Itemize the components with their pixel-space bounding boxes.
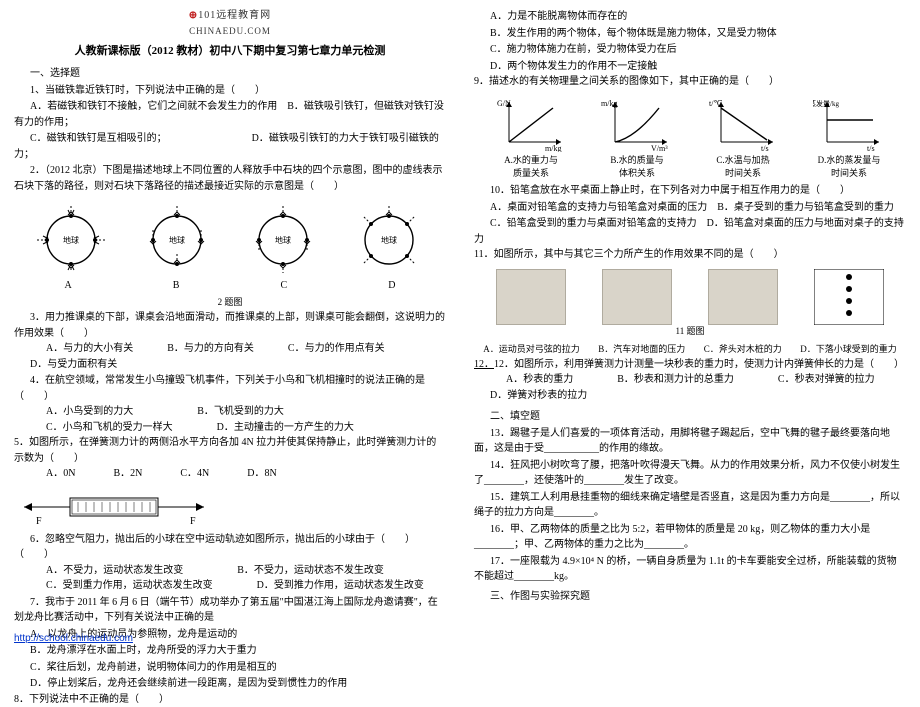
q1-A: A．若磁铁和铁钉不接触，它们之间就不会发生力的作用 B．磁铁吸引铁钉，但磁铁对铁… — [14, 99, 446, 130]
svg-text:F: F — [190, 516, 196, 527]
svg-text:V/m³: V/m³ — [651, 144, 668, 152]
q6-opts-2: C．受到重力作用，运动状态发生改变 D．受到推力作用，运动状态发生改变 — [14, 578, 446, 594]
q7-D: D．停止划桨后，龙舟还会继续前进一段距离，是因为受到惯性力的作用 — [14, 676, 446, 692]
svg-text:地球: 地球 — [63, 235, 79, 245]
q3-opts: A．与力的大小有关B．与力的方向有关C．与力的作用点有关D．与受力面积有关 — [14, 341, 446, 372]
q7-B: B．龙舟漂浮在水面上时，龙舟所受的浮力大于重力 — [14, 643, 446, 659]
q10-A: A．桌面对铅笔盒的支持力与铅笔盒对桌面的压力 B．桌子受到的重力与铅笔盒受到的重… — [474, 200, 906, 216]
q16: 16．甲、乙两物体的质量之比为 5:2，若甲物体的质量是 20 kg，则乙物体的… — [474, 522, 906, 553]
q9-chart-B: m/kg V/m³ — [601, 96, 673, 152]
q9-chart-A: G/N m/kg — [495, 96, 567, 152]
q2-fig-B: 地球 — [140, 200, 214, 274]
section-3-head: 三、作图与实验探究题 — [474, 589, 906, 605]
svg-text:地球: 地球 — [275, 235, 291, 245]
svg-text:t/s: t/s — [761, 144, 769, 152]
q9-B-cap: B.水的质量与体积关系 — [601, 154, 673, 182]
q17: 17．一座限载为 4.9×10⁴ N 的桥，一辆自身质量为 1.1t 的卡车要能… — [474, 554, 906, 585]
q9-A-cap: A.水的重力与质量关系 — [495, 154, 567, 182]
q2-caption: 2 题图 — [14, 296, 446, 310]
q2-stem: 2．（2012 北京）下图是描述地球上不同位置的人释放手中石块的四个示意图，图中… — [14, 163, 446, 194]
svg-text:蒸发量/kg: 蒸发量/kg — [813, 99, 839, 108]
svg-text:G/N: G/N — [497, 99, 511, 108]
q8-B: B．发生作用的两个物体，每个物体既是施力物体，又是受力物体 — [474, 26, 906, 42]
q9-D-cap: D.水的蒸发量与时间关系 — [813, 154, 885, 182]
svg-text:m/kg: m/kg — [601, 99, 617, 108]
q11-img-D — [814, 269, 884, 325]
logo-cn: 101远程教育网 — [198, 10, 271, 21]
q13: 13．踢毽子是人们喜爱的一项体育活动，用脚将毽子踢起后，空中飞舞的毽子最终要落向… — [474, 426, 906, 457]
q4-opts-2: C．小鸟和飞机的受力一样大 D．主动撞击的一方产生的力大 — [14, 420, 446, 436]
q8-stem: 8．下列说法中不正确的是（ ） — [14, 692, 446, 707]
q2-figures: 地球 地球 — [18, 200, 442, 274]
left-column: ⊕101远程教育网 CHINAEDU.COM 人教新课标版（2012 教材）初中… — [0, 0, 460, 650]
section-1-head: 一、选择题 — [14, 66, 446, 82]
q6-opts-1: A．不受力，运动状态发生改变 B．不受力，运动状态不发生改变 — [14, 563, 446, 579]
q14: 14．狂风把小树吹弯了腰，把落叶吹得漫天飞舞。从力的作用效果分析，风力不仅使小树… — [474, 458, 906, 489]
q8-D: D．两个物体发生力的作用不一定接触 — [474, 59, 906, 75]
svg-text:地球: 地球 — [169, 235, 185, 245]
svg-text:F: F — [36, 516, 42, 527]
q5-figure: F F — [14, 486, 446, 528]
q12-opts: A．秒表的重力 B．秒表和测力计的总重力 C．秒表对弹簧的拉力 D．弹簧对秒表的… — [474, 372, 906, 403]
q11-caption: 11 题图 — [474, 325, 906, 339]
svg-text:t/℃: t/℃ — [709, 99, 722, 108]
q2-labels: ABCD — [14, 278, 446, 294]
q2-fig-D: 地球 — [352, 200, 426, 274]
q11-img-A — [496, 269, 566, 325]
q11-img-C — [708, 269, 778, 325]
q11-figures — [478, 269, 902, 325]
q2-fig-C: 地球 — [246, 200, 320, 274]
doc-title: 人教新课标版（2012 教材）初中八下期中复习第七章力单元检测 — [14, 43, 446, 60]
q11-stem: 11．如图所示，其中与其它三个力所产生的作用效果不同的是（ ） — [474, 247, 906, 263]
q4-stem: 4．在航空领域，常常发生小鸟撞毁飞机事件，下列关于小鸟和飞机相撞时的说法正确的是… — [14, 373, 446, 404]
q11-img-B — [602, 269, 672, 325]
q15: 15．建筑工人利用悬挂重物的细线来确定墙壁是否竖直，这是因为重力方向是_____… — [474, 490, 906, 521]
site-logo: ⊕101远程教育网 CHINAEDU.COM — [14, 8, 446, 39]
q5-opts: A．0NB．2NC．4ND．8N — [14, 466, 446, 482]
q9-C-cap: C.水温与加热时间关系 — [707, 154, 779, 182]
q1-C: C．磁铁和铁钉是互相吸引的； D．磁铁吸引铁钉的力大于铁钉吸引磁铁的力； — [14, 131, 446, 162]
q12-stem: 12．12．如图所示，利用弹簧测力计测量一块秒表的重力时，使测力计内弹簧伸长的力… — [474, 357, 906, 373]
svg-text:地球: 地球 — [381, 235, 397, 245]
q7-stem: 7．我市于 2011 年 6 月 6 日（端午节）成功举办了第五届"中国湛江海上… — [14, 595, 446, 626]
q3-stem: 3．用力推课桌的下部，课桌会沿地面滑动，而推课桌的上部，则课桌可能会翻倒，这说明… — [14, 310, 446, 341]
svg-text:t/s: t/s — [867, 144, 875, 152]
q9-stem: 9．描述水的有关物理量之间关系的图像如下，其中正确的是（ ） — [474, 74, 906, 90]
q9-charts: G/N m/kg A.水的重力与质量关系 m/kg V/m³ B.水的质量与体积关系… — [478, 96, 902, 182]
q9-chart-D: 蒸发量/kg t/s — [813, 96, 885, 152]
svg-text:m/kg: m/kg — [545, 144, 561, 152]
q10-stem: 10．铅笔盒放在水平桌面上静止时，在下列各对力中属于相互作用力的是（ ） — [474, 183, 906, 199]
q1-stem: 1、当磁铁靠近铁钉时，下列说法中正确的是（ ） — [14, 83, 446, 99]
section-2-head: 二、填空题 — [474, 409, 906, 425]
q5-stem: 5．如图所示，在弹簧测力计的两侧沿水平方向各加 4N 拉力并使其保持静止，此时弹… — [14, 435, 446, 466]
q4-opts-1: A．小鸟受到的力大 B．飞机受到的力大 — [14, 404, 446, 420]
q6-line: （ ） — [14, 547, 446, 563]
q9-chart-C: t/℃ t/s — [707, 96, 779, 152]
q8-C: C．施力物体施力在前，受力物体受力在后 — [474, 42, 906, 58]
right-column: A．力是不能脱离物体而存在的 B．发生作用的两个物体，每个物体既是施力物体，又是… — [460, 0, 920, 650]
logo-en: CHINAEDU.COM — [189, 26, 271, 36]
q7-C: C．桨往后划，龙舟前进，说明物体间力的作用是相互的 — [14, 660, 446, 676]
q8-A: A．力是不能脱离物体而存在的 — [474, 9, 906, 25]
q2-fig-A: 地球 — [34, 200, 108, 274]
q11-labels: A．运动员对弓弦的拉力B．汽车对地面的压力C．斧头对木桩的力D．下落小球受到的重… — [474, 343, 906, 357]
q10-C: C．铅笔盒受到的重力与桌面对铅笔盒的支持力 D．铅笔盒对桌面的压力与地面对桌子的… — [474, 216, 906, 247]
footer-url[interactable]: http://school.chinaedu.com — [14, 633, 133, 644]
q6-stem: 6．忽略空气阻力，抛出后的小球在空中运动轨迹如图所示，抛出后的小球由于（ ） — [14, 532, 446, 548]
